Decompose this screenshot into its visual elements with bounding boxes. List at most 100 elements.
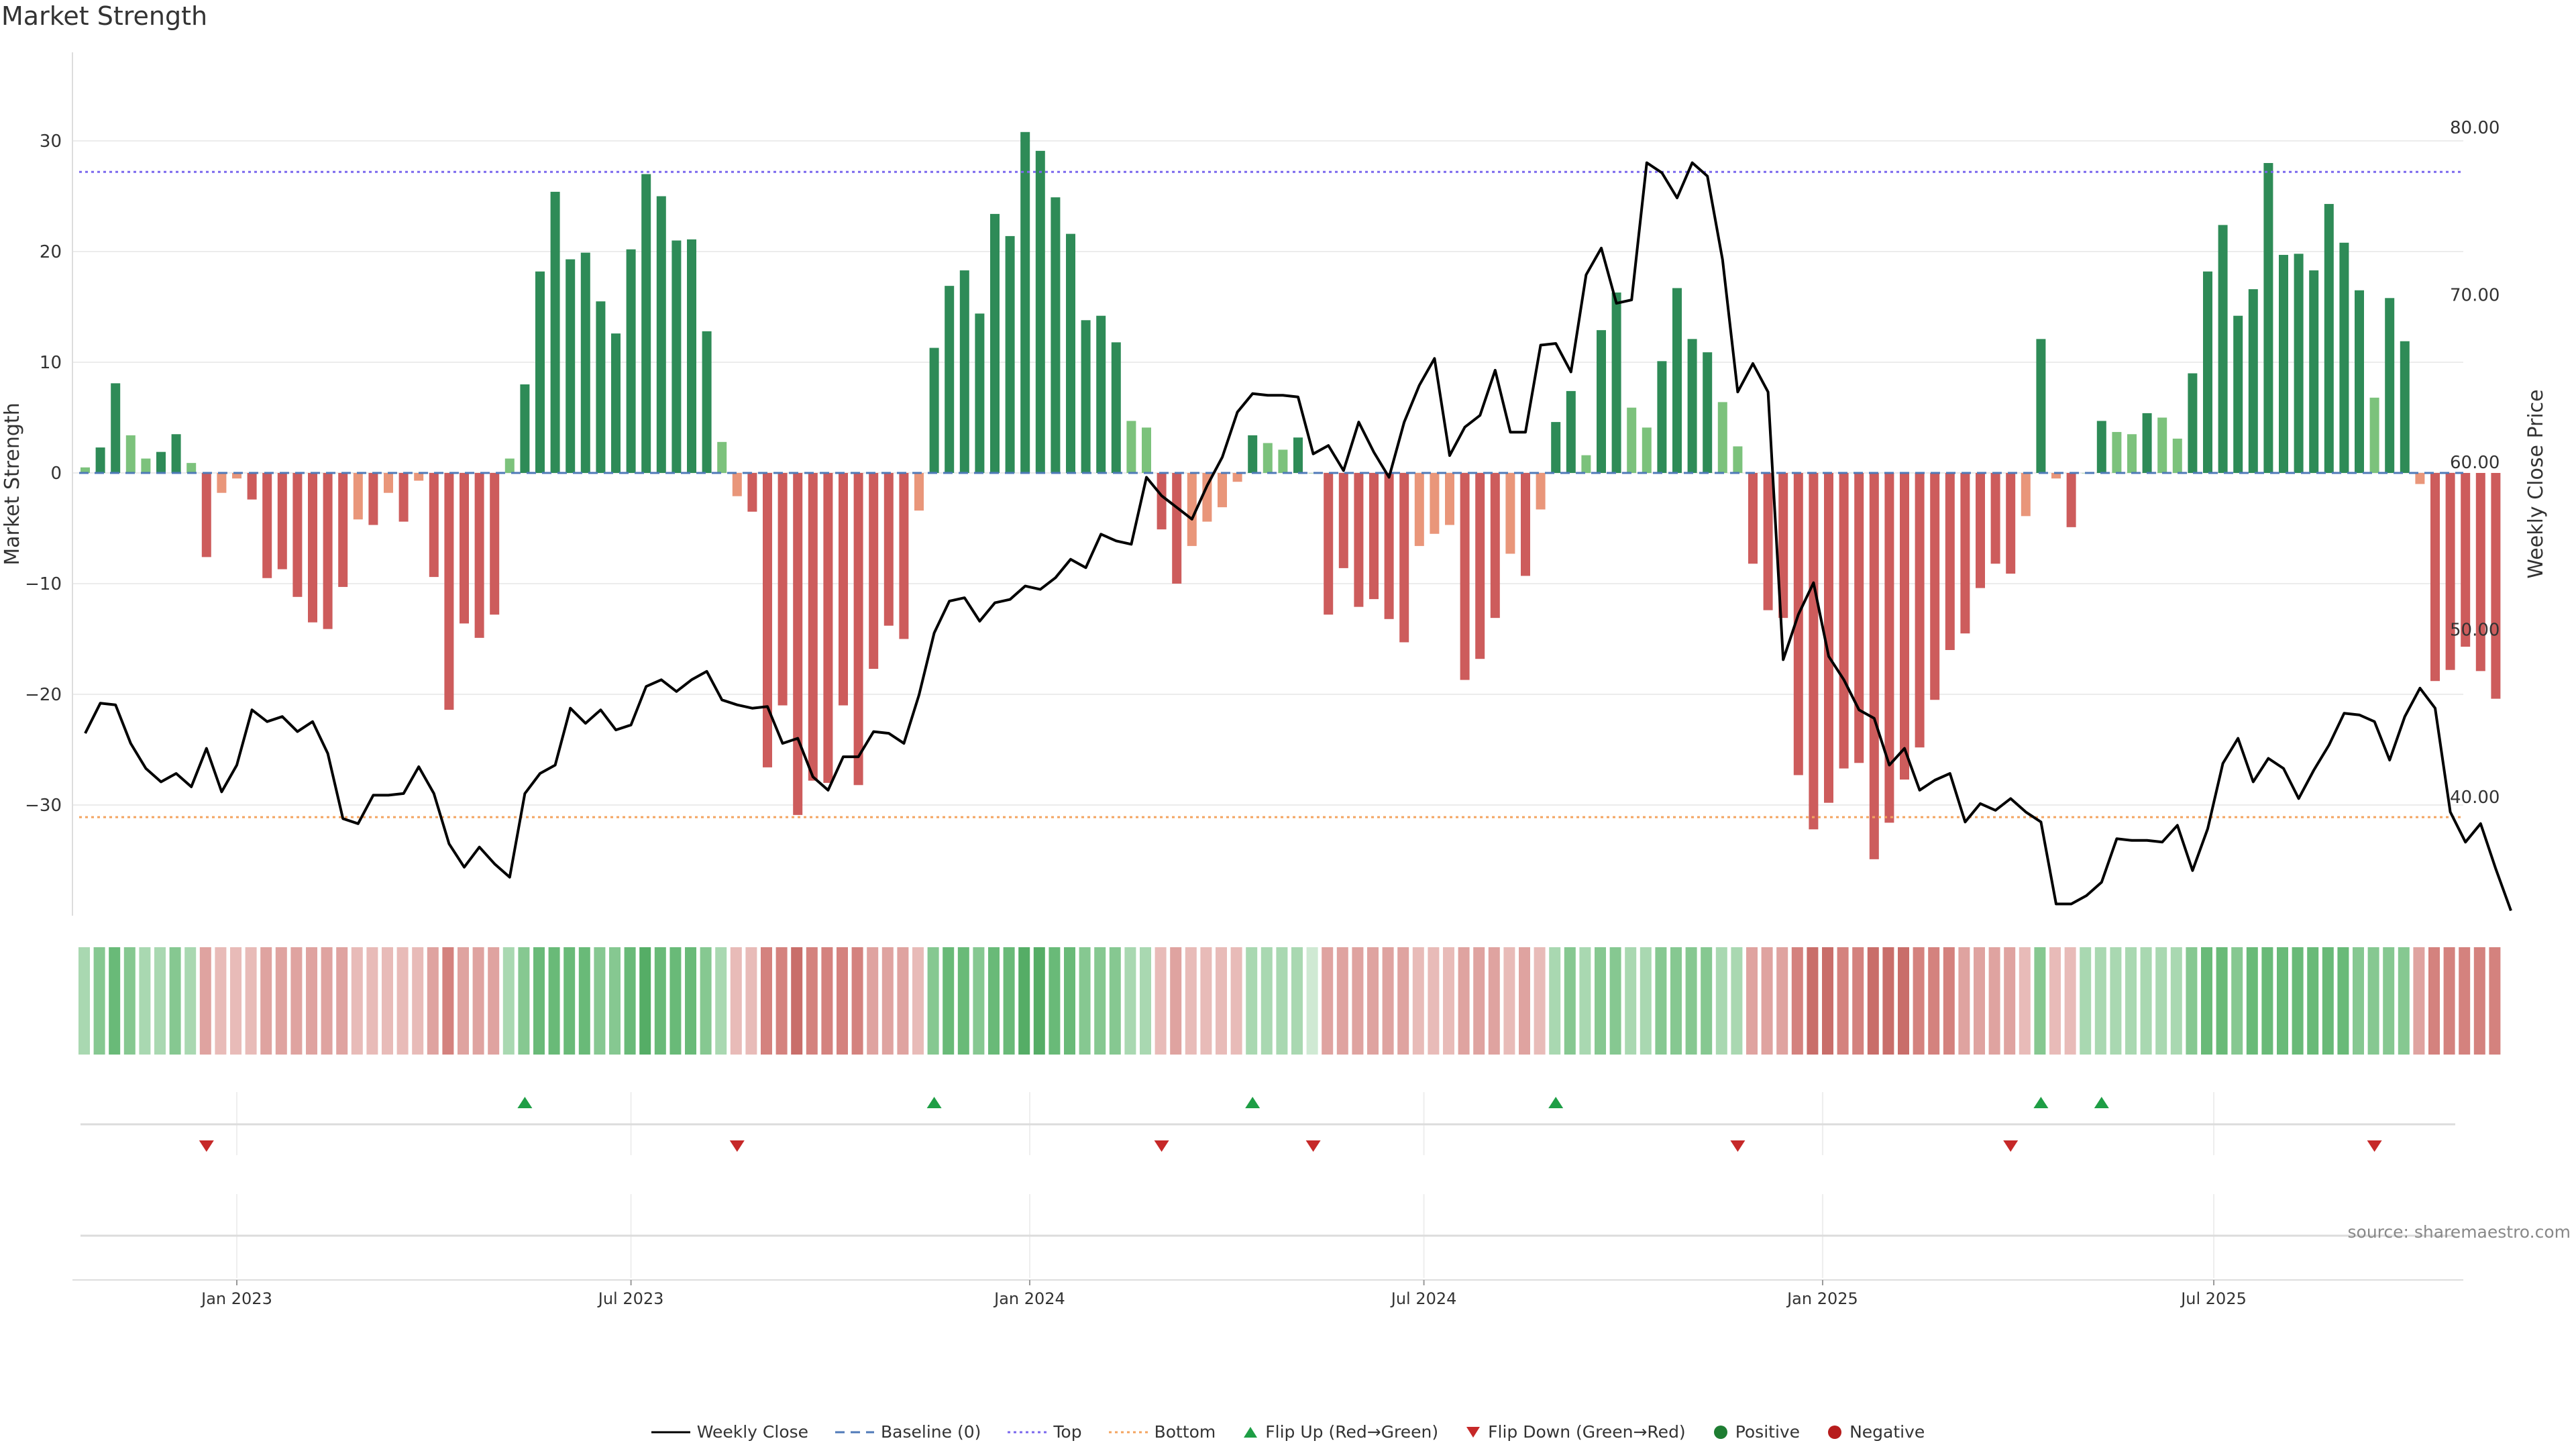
heat-cell [775,947,788,1055]
legend-dotted-top-icon [1008,1426,1047,1439]
heat-cell [2049,947,2061,1055]
legend-item-weekly-close: Weekly Close [651,1422,808,1442]
strength-bar [1990,473,2000,564]
strength-bar [2355,290,2364,473]
heat-cell [472,947,484,1055]
heat-cell [2489,947,2501,1055]
strength-bar [80,467,90,473]
flip-up-marker [2033,1097,2049,1108]
heat-cell [1625,947,1637,1055]
strength-bar [1051,197,1061,473]
heat-cell [1701,947,1713,1055]
strength-bar [2142,413,2152,473]
heat-cell [624,947,636,1055]
flip-markers [199,1097,2382,1152]
heat-cell [139,947,151,1055]
heat-cell [2034,947,2046,1055]
y2-tick-label: 50.00 [2450,620,2500,640]
heat-cell [2307,947,2319,1055]
heat-cell [700,947,712,1055]
legend-label: Top [1053,1422,1082,1442]
heat-cell [1837,947,1849,1055]
strength-bar [474,473,484,638]
heat-cell [1079,947,1091,1055]
strength-bar [1263,443,1273,473]
strength-bar [1642,427,1652,473]
legend: Weekly Close Baseline (0) Top Bottom Fli… [0,1422,2576,1442]
strength-bar [672,240,682,473]
strength-bar [1126,421,1136,473]
heat-cell [1291,947,1303,1055]
legend-label: Flip Down (Green→Red) [1488,1422,1686,1442]
heat-cell [518,947,530,1055]
heat-cell [1534,947,1546,1055]
strength-bar [2127,434,2137,473]
flip-down-marker [729,1140,745,1152]
heat-cell [2170,947,2182,1055]
y-tick-label: −10 [25,574,62,594]
strength-bar [656,196,666,473]
strength-bar [1081,320,1091,473]
strength-bar [1536,473,1546,510]
heat-cell [2004,947,2016,1055]
y2-axis-title: Weekly Close Price [2524,389,2548,578]
strength-bar [1157,473,1167,530]
strength-bar [1960,473,1970,634]
strength-bar [1551,422,1561,473]
strength-bar [1172,473,1182,584]
heat-cell [336,947,348,1055]
strength-bar [611,333,621,473]
strength-bar [550,191,560,473]
strength-bar [2415,473,2425,484]
heat-cell [2140,947,2152,1055]
strength-bar [111,383,121,473]
x-tick-label: Jan 2024 [993,1289,1065,1308]
heat-cell [1367,947,1379,1055]
strength-bar [975,313,985,473]
heat-cell [199,947,211,1055]
legend-label: Weekly Close [696,1422,809,1442]
heat-cell [1170,947,1182,1055]
strength-bar [717,441,727,473]
heat-cell [1155,947,1167,1055]
heat-cell [609,947,621,1055]
heat-cell [639,947,651,1055]
y-tick-label: 20 [40,242,62,262]
strength-bar [1111,342,1121,473]
heat-cell [275,947,287,1055]
strength-bar [125,435,136,473]
heat-cell [1276,947,1288,1055]
strength-bar [1232,473,1242,482]
heat-cell [1943,947,1955,1055]
heat-cell [2216,947,2228,1055]
triangle-down-icon [1465,1426,1481,1439]
legend-dashed-icon [835,1426,875,1439]
heat-cell [1216,947,1227,1055]
strength-bar [1399,473,1409,643]
y2-tick-label: 80.00 [2450,118,2500,138]
strength-bar [1717,402,1727,473]
strength-bar [1733,446,1743,473]
strength-bar [1869,473,1879,859]
heat-cell [1124,947,1136,1055]
strength-bar [1581,455,1591,473]
strength-bar [535,271,545,473]
heat-cell [1852,947,1864,1055]
heat-cell [533,947,545,1055]
strength-bar [2006,473,2016,574]
strength-bar [702,331,712,473]
heat-cell [2353,947,2364,1055]
heat-cell [685,947,696,1055]
heat-cell [761,947,772,1055]
heat-cell [2292,947,2304,1055]
heat-cell [306,947,317,1055]
strength-bar [869,473,879,669]
heat-cell [1033,947,1045,1055]
strength-bar [793,473,803,815]
heat-cell [488,947,500,1055]
strength-bar [1854,473,1864,763]
heat-cell [458,947,469,1055]
heat-cell [2080,947,2092,1055]
strength-bar [1142,427,1151,473]
